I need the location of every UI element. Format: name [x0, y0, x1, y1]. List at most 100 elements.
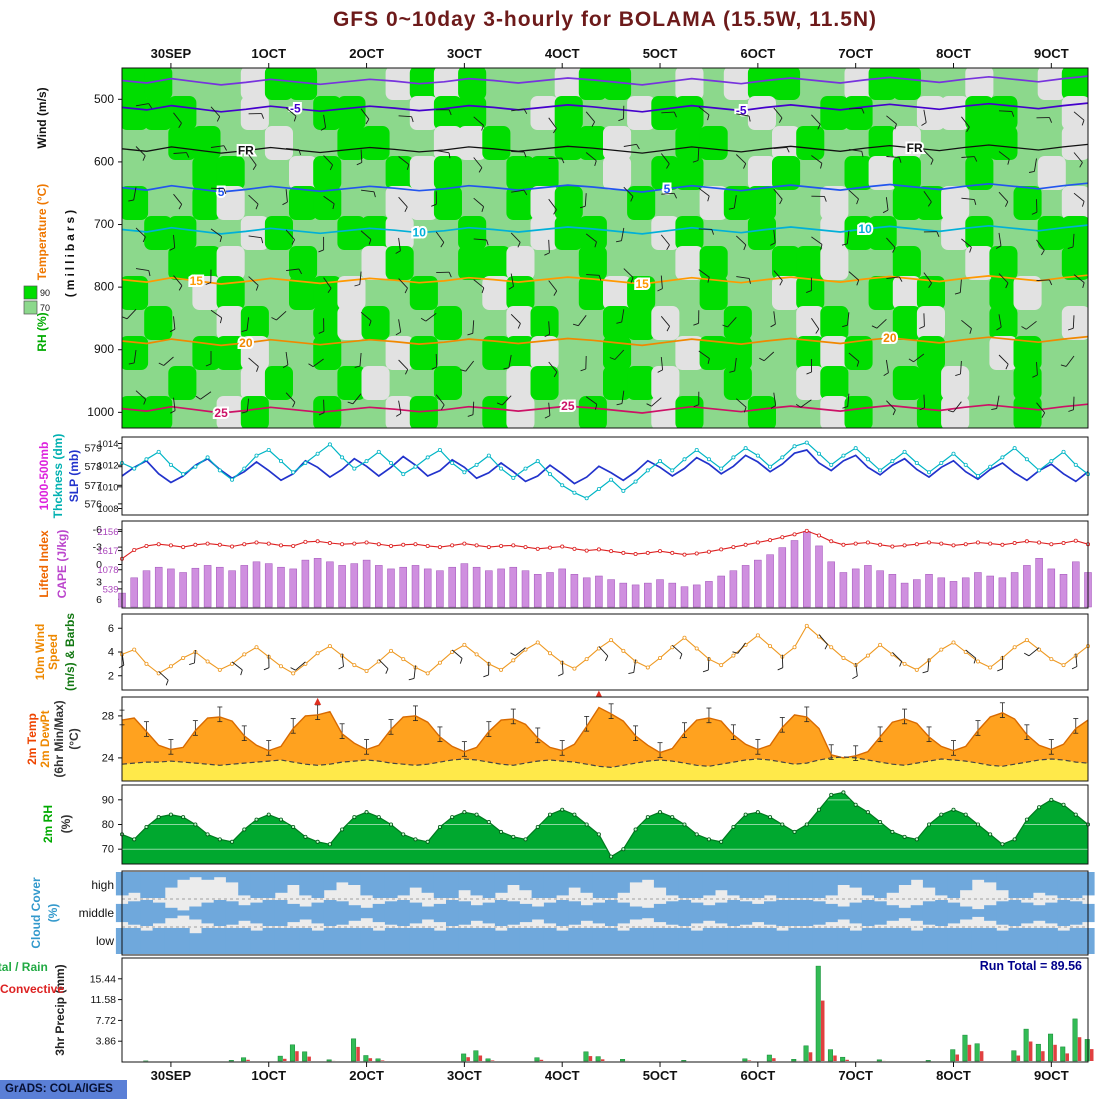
- panel-cloud-cover: high middle low: [79, 870, 1095, 956]
- svg-text:(millibars): (millibars): [63, 207, 77, 297]
- svg-text:(°C): (°C): [67, 728, 81, 749]
- svg-text:20: 20: [239, 336, 253, 350]
- svg-text:1617: 1617: [97, 546, 118, 557]
- svg-text:6: 6: [108, 623, 114, 635]
- svg-text:SLP (mb): SLP (mb): [67, 450, 81, 502]
- chart-title: GFS 0~10day 3-hourly for BOLAMA (15.5W, …: [332, 8, 878, 31]
- svg-text:-6: -6: [93, 524, 102, 536]
- svg-text:7OCT: 7OCT: [838, 46, 873, 61]
- svg-text:1000-500mb: 1000-500mb: [37, 442, 51, 511]
- svg-text:1008: 1008: [97, 504, 118, 515]
- svg-text:30SEP: 30SEP: [151, 46, 192, 61]
- svg-text:9OCT: 9OCT: [1034, 46, 1069, 61]
- svg-text:2m RH: 2m RH: [41, 805, 55, 843]
- svg-text:low: low: [96, 934, 114, 948]
- svg-text:9OCT: 9OCT: [1034, 1068, 1069, 1083]
- grads-credit: GrADS: COLA/IGES: [0, 1080, 127, 1099]
- svg-text:70: 70: [102, 844, 114, 856]
- svg-text:20: 20: [883, 331, 897, 345]
- svg-text:2OCT: 2OCT: [349, 1068, 384, 1083]
- svg-text:15: 15: [635, 277, 649, 291]
- svg-text:90: 90: [40, 288, 50, 298]
- svg-text:-5: -5: [290, 102, 301, 116]
- svg-text:(m/s) & Barbs: (m/s) & Barbs: [63, 613, 77, 691]
- panel-slp-thickness: 579 578 577 576 1014 1012 1010 1008: [84, 436, 1091, 516]
- svg-text:25: 25: [561, 399, 575, 413]
- svg-text:(6hr Min/Max): (6hr Min/Max): [52, 700, 66, 777]
- svg-text:Convective: Convective: [0, 982, 64, 996]
- svg-text:(%): (%): [46, 904, 60, 923]
- svg-text:25: 25: [214, 406, 228, 420]
- svg-text:6: 6: [96, 594, 102, 606]
- svg-text:Temperature (°C): Temperature (°C): [35, 184, 49, 281]
- svg-text:3OCT: 3OCT: [447, 46, 482, 61]
- svg-text:2m DewPt: 2m DewPt: [38, 710, 52, 767]
- svg-text:7.72: 7.72: [96, 1015, 117, 1027]
- svg-text:1014: 1014: [97, 439, 118, 450]
- svg-text:6OCT: 6OCT: [741, 1068, 776, 1083]
- svg-text:3hr Precip (mm): 3hr Precip (mm): [53, 964, 67, 1055]
- svg-text:Speed: Speed: [46, 634, 60, 670]
- svg-text:600: 600: [94, 154, 114, 168]
- svg-text:-3: -3: [93, 542, 102, 554]
- svg-text:90: 90: [102, 794, 114, 806]
- svg-text:Cloud Cover: Cloud Cover: [29, 877, 43, 949]
- svg-text:4: 4: [108, 647, 114, 659]
- svg-text:2m Temp: 2m Temp: [25, 713, 39, 765]
- panel-2m-temp: 28 24: [102, 690, 1089, 782]
- svg-text:5: 5: [664, 182, 671, 196]
- svg-text:11.58: 11.58: [91, 994, 117, 1006]
- svg-text:2156: 2156: [97, 527, 118, 538]
- svg-text:28: 28: [102, 710, 114, 722]
- svg-text:Run Total = 89.56: Run Total = 89.56: [980, 959, 1082, 973]
- svg-text:5: 5: [218, 185, 225, 199]
- svg-text:Wind (m/s): Wind (m/s): [35, 87, 49, 148]
- panel-2m-rh: 90 80 70: [102, 784, 1091, 865]
- panel-precip: 15.44 11.58 7.72 3.86 Run Total = 89.56: [90, 957, 1094, 1063]
- svg-text:3.86: 3.86: [96, 1036, 117, 1048]
- svg-text:0: 0: [96, 559, 102, 571]
- svg-text:Lifted Index: Lifted Index: [37, 530, 51, 598]
- svg-text:1012: 1012: [97, 461, 118, 472]
- svg-text:(%): (%): [59, 815, 73, 834]
- svg-text:1078: 1078: [97, 565, 118, 576]
- svg-text:FR: FR: [907, 141, 923, 155]
- svg-text:middle: middle: [79, 906, 115, 920]
- svg-text:7OCT: 7OCT: [838, 1068, 873, 1083]
- svg-text:8OCT: 8OCT: [936, 1068, 971, 1083]
- svg-text:5OCT: 5OCT: [643, 1068, 678, 1083]
- svg-text:3OCT: 3OCT: [447, 1068, 482, 1083]
- svg-text:80: 80: [102, 819, 114, 831]
- svg-text:10m Wind: 10m Wind: [33, 624, 47, 681]
- svg-text:900: 900: [94, 342, 114, 356]
- svg-text:10: 10: [858, 222, 872, 236]
- svg-text:1010: 1010: [97, 482, 118, 493]
- svg-text:539: 539: [103, 584, 119, 595]
- svg-text:1OCT: 1OCT: [251, 46, 286, 61]
- svg-text:RH (%): RH (%): [35, 312, 49, 351]
- svg-text:576: 576: [84, 498, 102, 510]
- svg-text:578: 578: [84, 461, 102, 473]
- svg-text:10: 10: [413, 226, 427, 240]
- svg-text:FR: FR: [238, 144, 254, 158]
- svg-text:800: 800: [94, 280, 114, 294]
- panel-cape-li: -6 -3 0 3 6 2156 1617 1078 539: [93, 520, 1092, 609]
- svg-text:2: 2: [108, 670, 114, 682]
- svg-text:5OCT: 5OCT: [643, 46, 678, 61]
- svg-text:15.44: 15.44: [90, 973, 116, 985]
- svg-text:30SEP: 30SEP: [151, 1068, 192, 1083]
- svg-text:15: 15: [190, 274, 204, 288]
- x-axis-bottom: 30SEP 1OCT 2OCT 3OCT 4OCT 5OCT 6OCT 7OCT 8OCT 9OC…: [151, 1062, 1069, 1083]
- margin-labels: Wind (m/s) Temperature (°C) (millibars) RH …: [0, 87, 81, 1055]
- svg-text:6OCT: 6OCT: [741, 46, 776, 61]
- svg-text:70: 70: [40, 303, 50, 313]
- svg-text:700: 700: [94, 217, 114, 231]
- svg-text:3: 3: [96, 576, 102, 588]
- svg-text:1OCT: 1OCT: [251, 1068, 286, 1083]
- svg-text:Total / Rain: Total / Rain: [0, 960, 48, 974]
- svg-text:2OCT: 2OCT: [349, 46, 384, 61]
